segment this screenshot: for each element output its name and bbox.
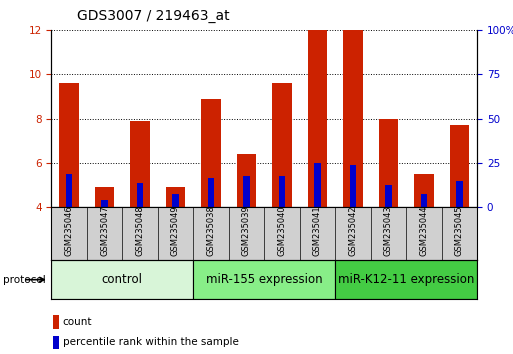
Text: control: control <box>102 273 143 286</box>
Text: protocol: protocol <box>3 275 45 285</box>
Bar <box>456 181 463 207</box>
Bar <box>379 119 398 207</box>
Text: GSM235039: GSM235039 <box>242 206 251 256</box>
Bar <box>236 154 256 207</box>
Text: GSM235048: GSM235048 <box>135 206 145 256</box>
Text: GSM235041: GSM235041 <box>313 206 322 256</box>
Bar <box>385 185 391 207</box>
Text: miR-K12-11 expression: miR-K12-11 expression <box>338 273 475 286</box>
Bar <box>343 30 363 207</box>
Text: percentile rank within the sample: percentile rank within the sample <box>63 337 239 348</box>
Text: GSM235043: GSM235043 <box>384 206 393 256</box>
Text: GSM235044: GSM235044 <box>419 206 428 256</box>
Text: GSM235046: GSM235046 <box>65 206 73 256</box>
Bar <box>414 174 433 207</box>
Bar <box>172 194 179 207</box>
Bar <box>52 336 59 349</box>
Bar <box>52 315 59 329</box>
Text: count: count <box>63 317 92 327</box>
Text: GSM235038: GSM235038 <box>206 206 215 256</box>
Bar <box>51 260 193 299</box>
Text: GSM235045: GSM235045 <box>455 206 464 256</box>
Bar <box>272 83 292 207</box>
Text: GSM235040: GSM235040 <box>278 206 286 256</box>
Text: GSM235042: GSM235042 <box>348 206 358 256</box>
Bar <box>243 176 250 207</box>
Bar <box>130 121 150 207</box>
Text: miR-155 expression: miR-155 expression <box>206 273 323 286</box>
Bar <box>166 187 185 207</box>
Bar <box>137 183 143 207</box>
Bar <box>314 163 321 207</box>
Bar <box>102 200 108 207</box>
Bar <box>350 165 356 207</box>
Bar <box>335 260 477 299</box>
Text: GSM235047: GSM235047 <box>100 206 109 256</box>
Text: GSM235049: GSM235049 <box>171 206 180 256</box>
Bar <box>95 187 114 207</box>
Bar <box>193 260 335 299</box>
Bar <box>279 176 285 207</box>
Bar <box>66 174 72 207</box>
Bar <box>201 99 221 207</box>
Bar <box>60 83 79 207</box>
Bar <box>208 178 214 207</box>
Text: GDS3007 / 219463_at: GDS3007 / 219463_at <box>77 9 230 23</box>
Bar <box>421 194 427 207</box>
Bar <box>449 125 469 207</box>
Bar <box>308 30 327 207</box>
